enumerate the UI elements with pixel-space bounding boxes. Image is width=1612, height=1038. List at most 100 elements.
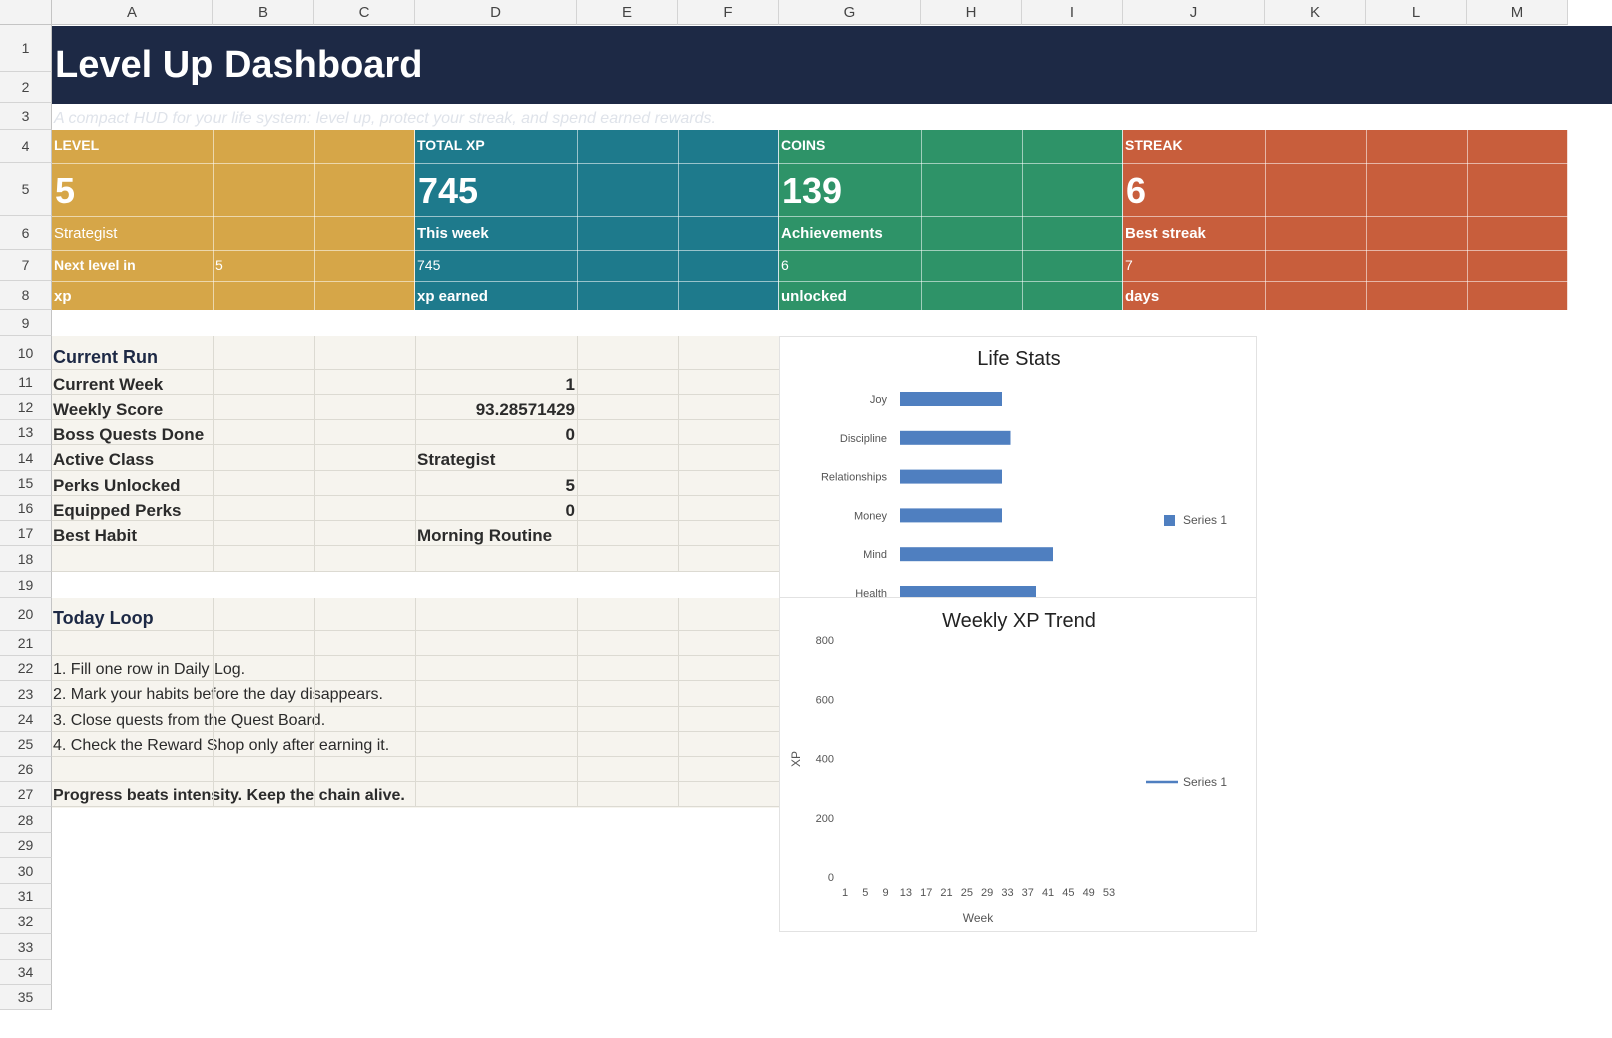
column-header-H[interactable]: H	[921, 0, 1022, 25]
column-header-J[interactable]: J	[1123, 0, 1265, 25]
column-header-K[interactable]: K	[1265, 0, 1366, 25]
panel-row-line	[52, 806, 779, 807]
row-header-5[interactable]: 5	[0, 163, 52, 216]
row-header-3[interactable]: 3	[0, 103, 52, 130]
row-header-20[interactable]: 20	[0, 598, 52, 631]
kpi-row-divider	[779, 216, 1123, 217]
column-header-E[interactable]: E	[577, 0, 678, 25]
kpi-cell-divider	[314, 130, 315, 310]
column-header-I[interactable]: I	[1022, 0, 1123, 25]
row-header-23[interactable]: 23	[0, 681, 52, 707]
run-stat-label: Weekly Score	[53, 400, 164, 419]
row-header-8[interactable]: 8	[0, 281, 52, 310]
row-header-34[interactable]: 34	[0, 960, 52, 985]
row-header-29[interactable]: 29	[0, 833, 52, 858]
x-tick-label: 37	[1022, 887, 1034, 899]
column-header-A[interactable]: A	[52, 0, 213, 25]
row-header-30[interactable]: 30	[0, 858, 52, 884]
row-header-27[interactable]: 27	[0, 782, 52, 807]
kpi-subtitle: This week	[417, 225, 489, 242]
kpi-row-divider	[52, 250, 415, 251]
y-tick-label: 600	[816, 694, 834, 706]
chart-title: Life Stats	[977, 348, 1060, 370]
panel-row-line	[52, 520, 779, 521]
row-header-18[interactable]: 18	[0, 546, 52, 572]
row-header-15[interactable]: 15	[0, 471, 52, 496]
row-header-17[interactable]: 17	[0, 521, 52, 546]
category-label: Health	[855, 588, 887, 598]
row-header-9[interactable]: 9	[0, 310, 52, 336]
row-header-24[interactable]: 24	[0, 707, 52, 732]
kpi-row-divider	[415, 250, 779, 251]
row-header-28[interactable]: 28	[0, 807, 52, 833]
run-stat-value: 93.28571429	[475, 400, 575, 419]
kpi-unit: xp earned	[417, 288, 488, 305]
panel-row-line	[52, 781, 779, 782]
row-header-2[interactable]: 2	[0, 72, 52, 103]
column-header-F[interactable]: F	[678, 0, 779, 25]
row-header-33[interactable]: 33	[0, 934, 52, 960]
today-loop-step: 1. Fill one row in Daily Log.	[53, 661, 246, 678]
column-header-C[interactable]: C	[314, 0, 415, 25]
row-header-14[interactable]: 14	[0, 445, 52, 471]
row-header-19[interactable]: 19	[0, 572, 52, 598]
row-header-13[interactable]: 13	[0, 420, 52, 445]
run-stat-label: Perks Unlocked	[53, 476, 181, 495]
kpi-detail-label: Next level in	[54, 257, 136, 273]
kpi-row-divider	[415, 281, 779, 282]
run-stat-value: 1	[565, 375, 575, 394]
kpi-row-divider	[52, 216, 415, 217]
row-header-6[interactable]: 6	[0, 216, 52, 250]
row-header-1[interactable]: 1	[0, 25, 52, 72]
weekly-xp-chart[interactable]: Weekly XP Trend 0 200 400 600 800 1 5 9 13 17 21 25 2…	[779, 597, 1257, 932]
y-tick-label: 200	[816, 813, 834, 825]
panel-col-line	[577, 598, 578, 807]
x-tick-label: 9	[883, 887, 889, 899]
life-stats-chart[interactable]: Life Stats Joy Discipline Relationships Mone…	[779, 336, 1257, 598]
kpi-row-divider	[415, 163, 779, 164]
row-header-25[interactable]: 25	[0, 732, 52, 757]
column-header-D[interactable]: D	[415, 0, 577, 25]
row-header-16[interactable]: 16	[0, 496, 52, 521]
panel-row-line	[52, 394, 779, 395]
page-subtitle: A compact HUD for your life system: leve…	[54, 110, 716, 127]
row-header-10[interactable]: 10	[0, 336, 52, 370]
column-header-B[interactable]: B	[213, 0, 314, 25]
row-header-21[interactable]: 21	[0, 631, 52, 656]
row-header-35[interactable]: 35	[0, 985, 52, 1010]
row-header-7[interactable]: 7	[0, 250, 52, 281]
row-header-26[interactable]: 26	[0, 757, 52, 782]
kpi-row-divider	[779, 163, 1123, 164]
x-tick-label: 5	[862, 887, 868, 899]
panel-row-line	[52, 756, 779, 757]
kpi-detail-label: 6	[781, 257, 789, 273]
panel-row-line	[52, 419, 779, 420]
category-label: Discipline	[840, 433, 887, 445]
kpi-card-edge	[1567, 130, 1568, 310]
column-header-G[interactable]: G	[779, 0, 921, 25]
row-header-11[interactable]: 11	[0, 370, 52, 395]
run-stat-value: 0	[565, 501, 575, 520]
row-header-4[interactable]: 4	[0, 130, 52, 163]
row-header-31[interactable]: 31	[0, 884, 52, 909]
title-banner	[52, 26, 1612, 104]
row-header-32[interactable]: 32	[0, 909, 52, 934]
panel-col-line	[678, 598, 679, 807]
kpi-card-0	[52, 130, 415, 310]
row-header-22[interactable]: 22	[0, 656, 52, 681]
kpi-row-divider	[779, 281, 1123, 282]
x-tick-label: 13	[900, 887, 912, 899]
run-stat-label: Current Week	[53, 375, 164, 394]
kpi-row-divider	[1123, 216, 1568, 217]
kpi-subtitle: Achievements	[781, 225, 883, 242]
row-header-12[interactable]: 12	[0, 395, 52, 420]
kpi-cell-divider	[213, 130, 214, 310]
select-all-corner[interactable]	[0, 0, 52, 25]
kpi-subtitle: Strategist	[54, 225, 118, 242]
column-header-M[interactable]: M	[1467, 0, 1568, 25]
bar	[900, 547, 1053, 562]
legend-swatch	[1164, 515, 1175, 526]
legend-label: Series 1	[1183, 775, 1227, 789]
column-header-L[interactable]: L	[1366, 0, 1467, 25]
kpi-label: LEVEL	[54, 137, 100, 153]
